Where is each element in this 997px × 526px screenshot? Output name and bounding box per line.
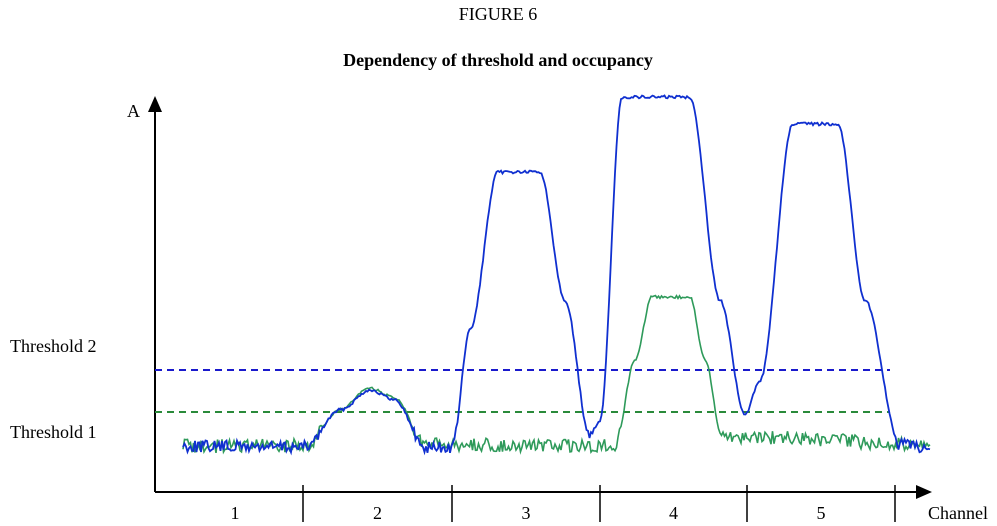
channel-label: 2 [373, 503, 382, 523]
channel-label: 5 [817, 503, 826, 523]
threshold-1-label: Threshold 1 [10, 422, 96, 442]
y-arrow [148, 96, 162, 112]
figure-title: Dependency of threshold and occupancy [343, 50, 653, 70]
x-arrow [916, 485, 932, 499]
x-axis-label: Channel [928, 503, 988, 523]
figure-number: FIGURE 6 [459, 4, 538, 24]
occupancy-curve-high [182, 94, 931, 456]
channel-labels: 1 2 3 4 5 [231, 503, 826, 523]
channel-separators [302, 485, 896, 522]
channel-label: 1 [231, 503, 240, 523]
channel-label: 3 [522, 503, 531, 523]
channel-label: 4 [669, 503, 678, 523]
threshold-2-label: Threshold 2 [10, 336, 96, 356]
y-axis-label: A [127, 101, 140, 121]
occupancy-curve-low [182, 294, 931, 455]
